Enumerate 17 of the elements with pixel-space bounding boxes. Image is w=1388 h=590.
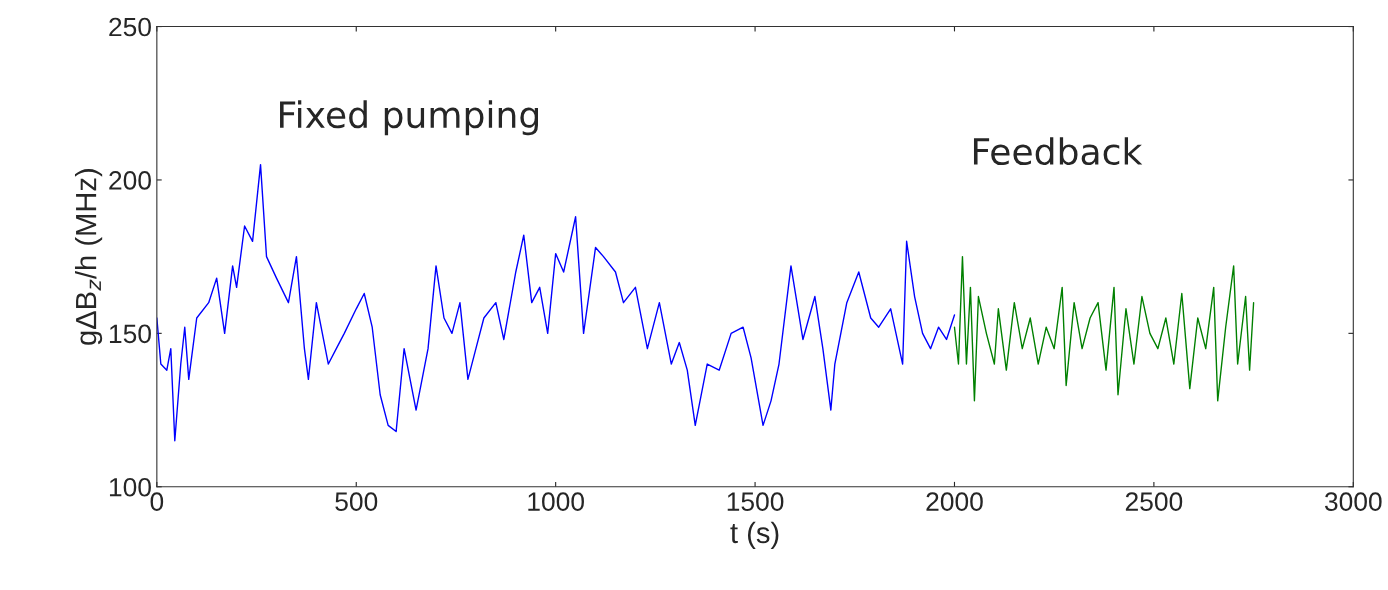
x-tick-label: 500 bbox=[335, 492, 378, 511]
y-tick-label: 250 bbox=[109, 17, 151, 37]
x-tick-label: 1000 bbox=[528, 492, 584, 511]
annotation: Fixed pumping bbox=[280, 100, 538, 136]
x-tick-label: 1500 bbox=[727, 492, 784, 511]
y-tick-label: 150 bbox=[109, 324, 151, 344]
annotation: Feedback bbox=[973, 137, 1143, 166]
x-tick-label: 2500 bbox=[1125, 492, 1183, 511]
line-series bbox=[953, 255, 1255, 402]
y-tick-label: 100 bbox=[109, 477, 151, 497]
x-tick-label: 0 bbox=[150, 492, 164, 511]
x-tick-label: 2000 bbox=[926, 492, 983, 511]
y-tick-label: 200 bbox=[109, 171, 151, 190]
x-tick-label: 3000 bbox=[1324, 492, 1382, 511]
line-series bbox=[156, 163, 956, 442]
y-axis-title: gΔB$_{z}$/h (MHz) bbox=[74, 169, 103, 345]
x-axis-title: t (s) bbox=[730, 521, 779, 549]
